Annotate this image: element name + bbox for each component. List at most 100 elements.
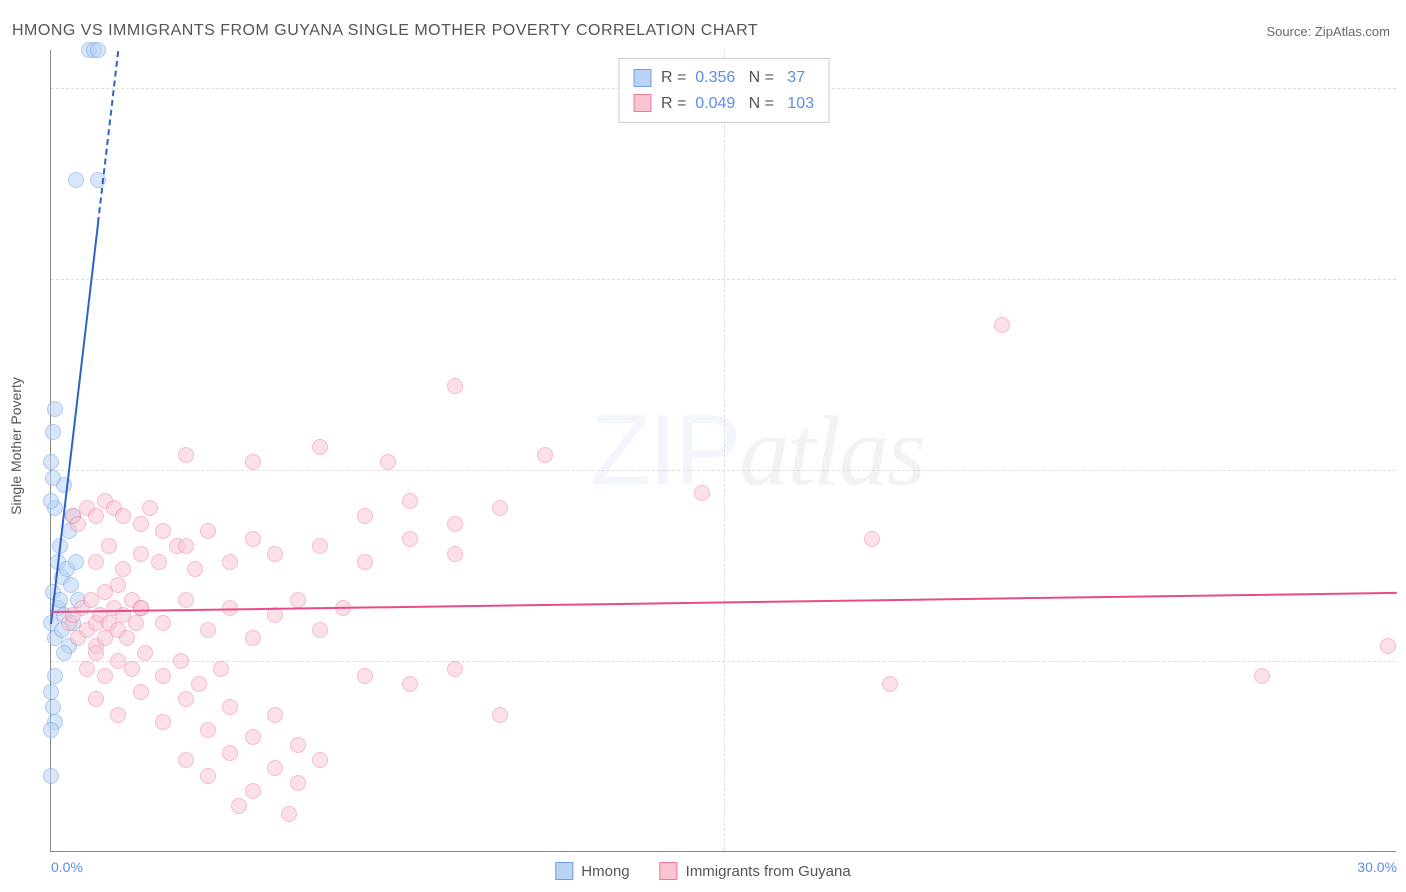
trend-line xyxy=(97,51,119,223)
scatter-point xyxy=(133,516,149,532)
legend-label: Immigrants from Guyana xyxy=(686,863,851,880)
source-attribution: Source: ZipAtlas.com xyxy=(1266,24,1390,39)
scatter-point xyxy=(68,554,84,570)
legend-swatch xyxy=(633,69,651,87)
scatter-point xyxy=(231,798,247,814)
scatter-point xyxy=(312,622,328,638)
scatter-point xyxy=(402,531,418,547)
scatter-point xyxy=(245,783,261,799)
y-axis-title: Single Mother Poverty xyxy=(8,377,24,515)
scatter-point xyxy=(43,722,59,738)
scatter-point xyxy=(267,546,283,562)
scatter-point xyxy=(97,668,113,684)
bottom-legend: Hmong Immigrants from Guyana xyxy=(555,862,850,880)
scatter-point xyxy=(882,676,898,692)
scatter-point xyxy=(357,508,373,524)
legend-swatch xyxy=(633,94,651,112)
scatter-point xyxy=(88,691,104,707)
stats-text: R = 0.049 N = 103 xyxy=(661,91,814,117)
scatter-point xyxy=(70,516,86,532)
scatter-point xyxy=(245,531,261,547)
scatter-point xyxy=(492,707,508,723)
scatter-point xyxy=(492,500,508,516)
stats-legend-box: R = 0.356 N = 37R = 0.049 N = 103 xyxy=(618,58,829,123)
scatter-point xyxy=(222,554,238,570)
scatter-point xyxy=(47,401,63,417)
scatter-point xyxy=(537,447,553,463)
scatter-point xyxy=(43,768,59,784)
scatter-point xyxy=(380,454,396,470)
scatter-point xyxy=(402,676,418,692)
x-tick-label: 0.0% xyxy=(51,859,83,875)
chart-title: HMONG VS IMMIGRANTS FROM GUYANA SINGLE M… xyxy=(12,22,758,40)
scatter-point xyxy=(1380,638,1396,654)
scatter-point xyxy=(119,630,135,646)
scatter-point xyxy=(994,317,1010,333)
scatter-point xyxy=(115,508,131,524)
scatter-point xyxy=(155,714,171,730)
scatter-point xyxy=(447,661,463,677)
scatter-point xyxy=(267,760,283,776)
scatter-point xyxy=(191,676,207,692)
scatter-point xyxy=(56,645,72,661)
scatter-point xyxy=(222,745,238,761)
scatter-point xyxy=(133,546,149,562)
scatter-point xyxy=(178,752,194,768)
scatter-point xyxy=(90,42,106,58)
scatter-point xyxy=(178,538,194,554)
stats-text: R = 0.356 N = 37 xyxy=(661,65,805,91)
scatter-point xyxy=(178,592,194,608)
scatter-point xyxy=(290,737,306,753)
legend-item: Hmong xyxy=(555,862,629,880)
scatter-point xyxy=(110,577,126,593)
scatter-point xyxy=(88,645,104,661)
scatter-point xyxy=(128,615,144,631)
scatter-point xyxy=(137,645,153,661)
stats-row: R = 0.049 N = 103 xyxy=(633,91,814,117)
scatter-point xyxy=(142,500,158,516)
scatter-point xyxy=(45,424,61,440)
scatter-point xyxy=(155,668,171,684)
scatter-point xyxy=(267,707,283,723)
legend-label: Hmong xyxy=(581,863,629,880)
scatter-point xyxy=(245,729,261,745)
scatter-point xyxy=(245,630,261,646)
scatter-point xyxy=(133,684,149,700)
scatter-point xyxy=(43,684,59,700)
scatter-point xyxy=(200,722,216,738)
scatter-point xyxy=(281,806,297,822)
scatter-point xyxy=(200,768,216,784)
scatter-point xyxy=(68,172,84,188)
scatter-point xyxy=(200,523,216,539)
scatter-point xyxy=(178,691,194,707)
scatter-point xyxy=(1254,668,1270,684)
scatter-point xyxy=(447,546,463,562)
scatter-point xyxy=(447,516,463,532)
scatter-point xyxy=(694,485,710,501)
scatter-point xyxy=(312,752,328,768)
scatter-point xyxy=(357,668,373,684)
source-link[interactable]: ZipAtlas.com xyxy=(1315,24,1390,39)
scatter-point xyxy=(151,554,167,570)
scatter-point xyxy=(88,554,104,570)
watermark-zip: ZIP xyxy=(590,394,740,506)
legend-swatch xyxy=(555,862,573,880)
scatter-point xyxy=(133,600,149,616)
scatter-plot-area: ZIPatlas 25.0%50.0%75.0%100.0%0.0%30.0%R… xyxy=(50,50,1396,852)
scatter-point xyxy=(222,699,238,715)
legend-swatch xyxy=(660,862,678,880)
scatter-point xyxy=(79,661,95,677)
scatter-point xyxy=(88,508,104,524)
x-tick-label: 30.0% xyxy=(1357,859,1397,875)
legend-item: Immigrants from Guyana xyxy=(660,862,851,880)
scatter-point xyxy=(312,439,328,455)
watermark-atlas: atlas xyxy=(739,395,923,506)
scatter-point xyxy=(200,622,216,638)
scatter-point xyxy=(63,577,79,593)
scatter-point xyxy=(290,592,306,608)
scatter-point xyxy=(45,699,61,715)
gridline-vertical xyxy=(724,50,725,851)
scatter-point xyxy=(447,378,463,394)
scatter-point xyxy=(402,493,418,509)
scatter-point xyxy=(115,561,131,577)
